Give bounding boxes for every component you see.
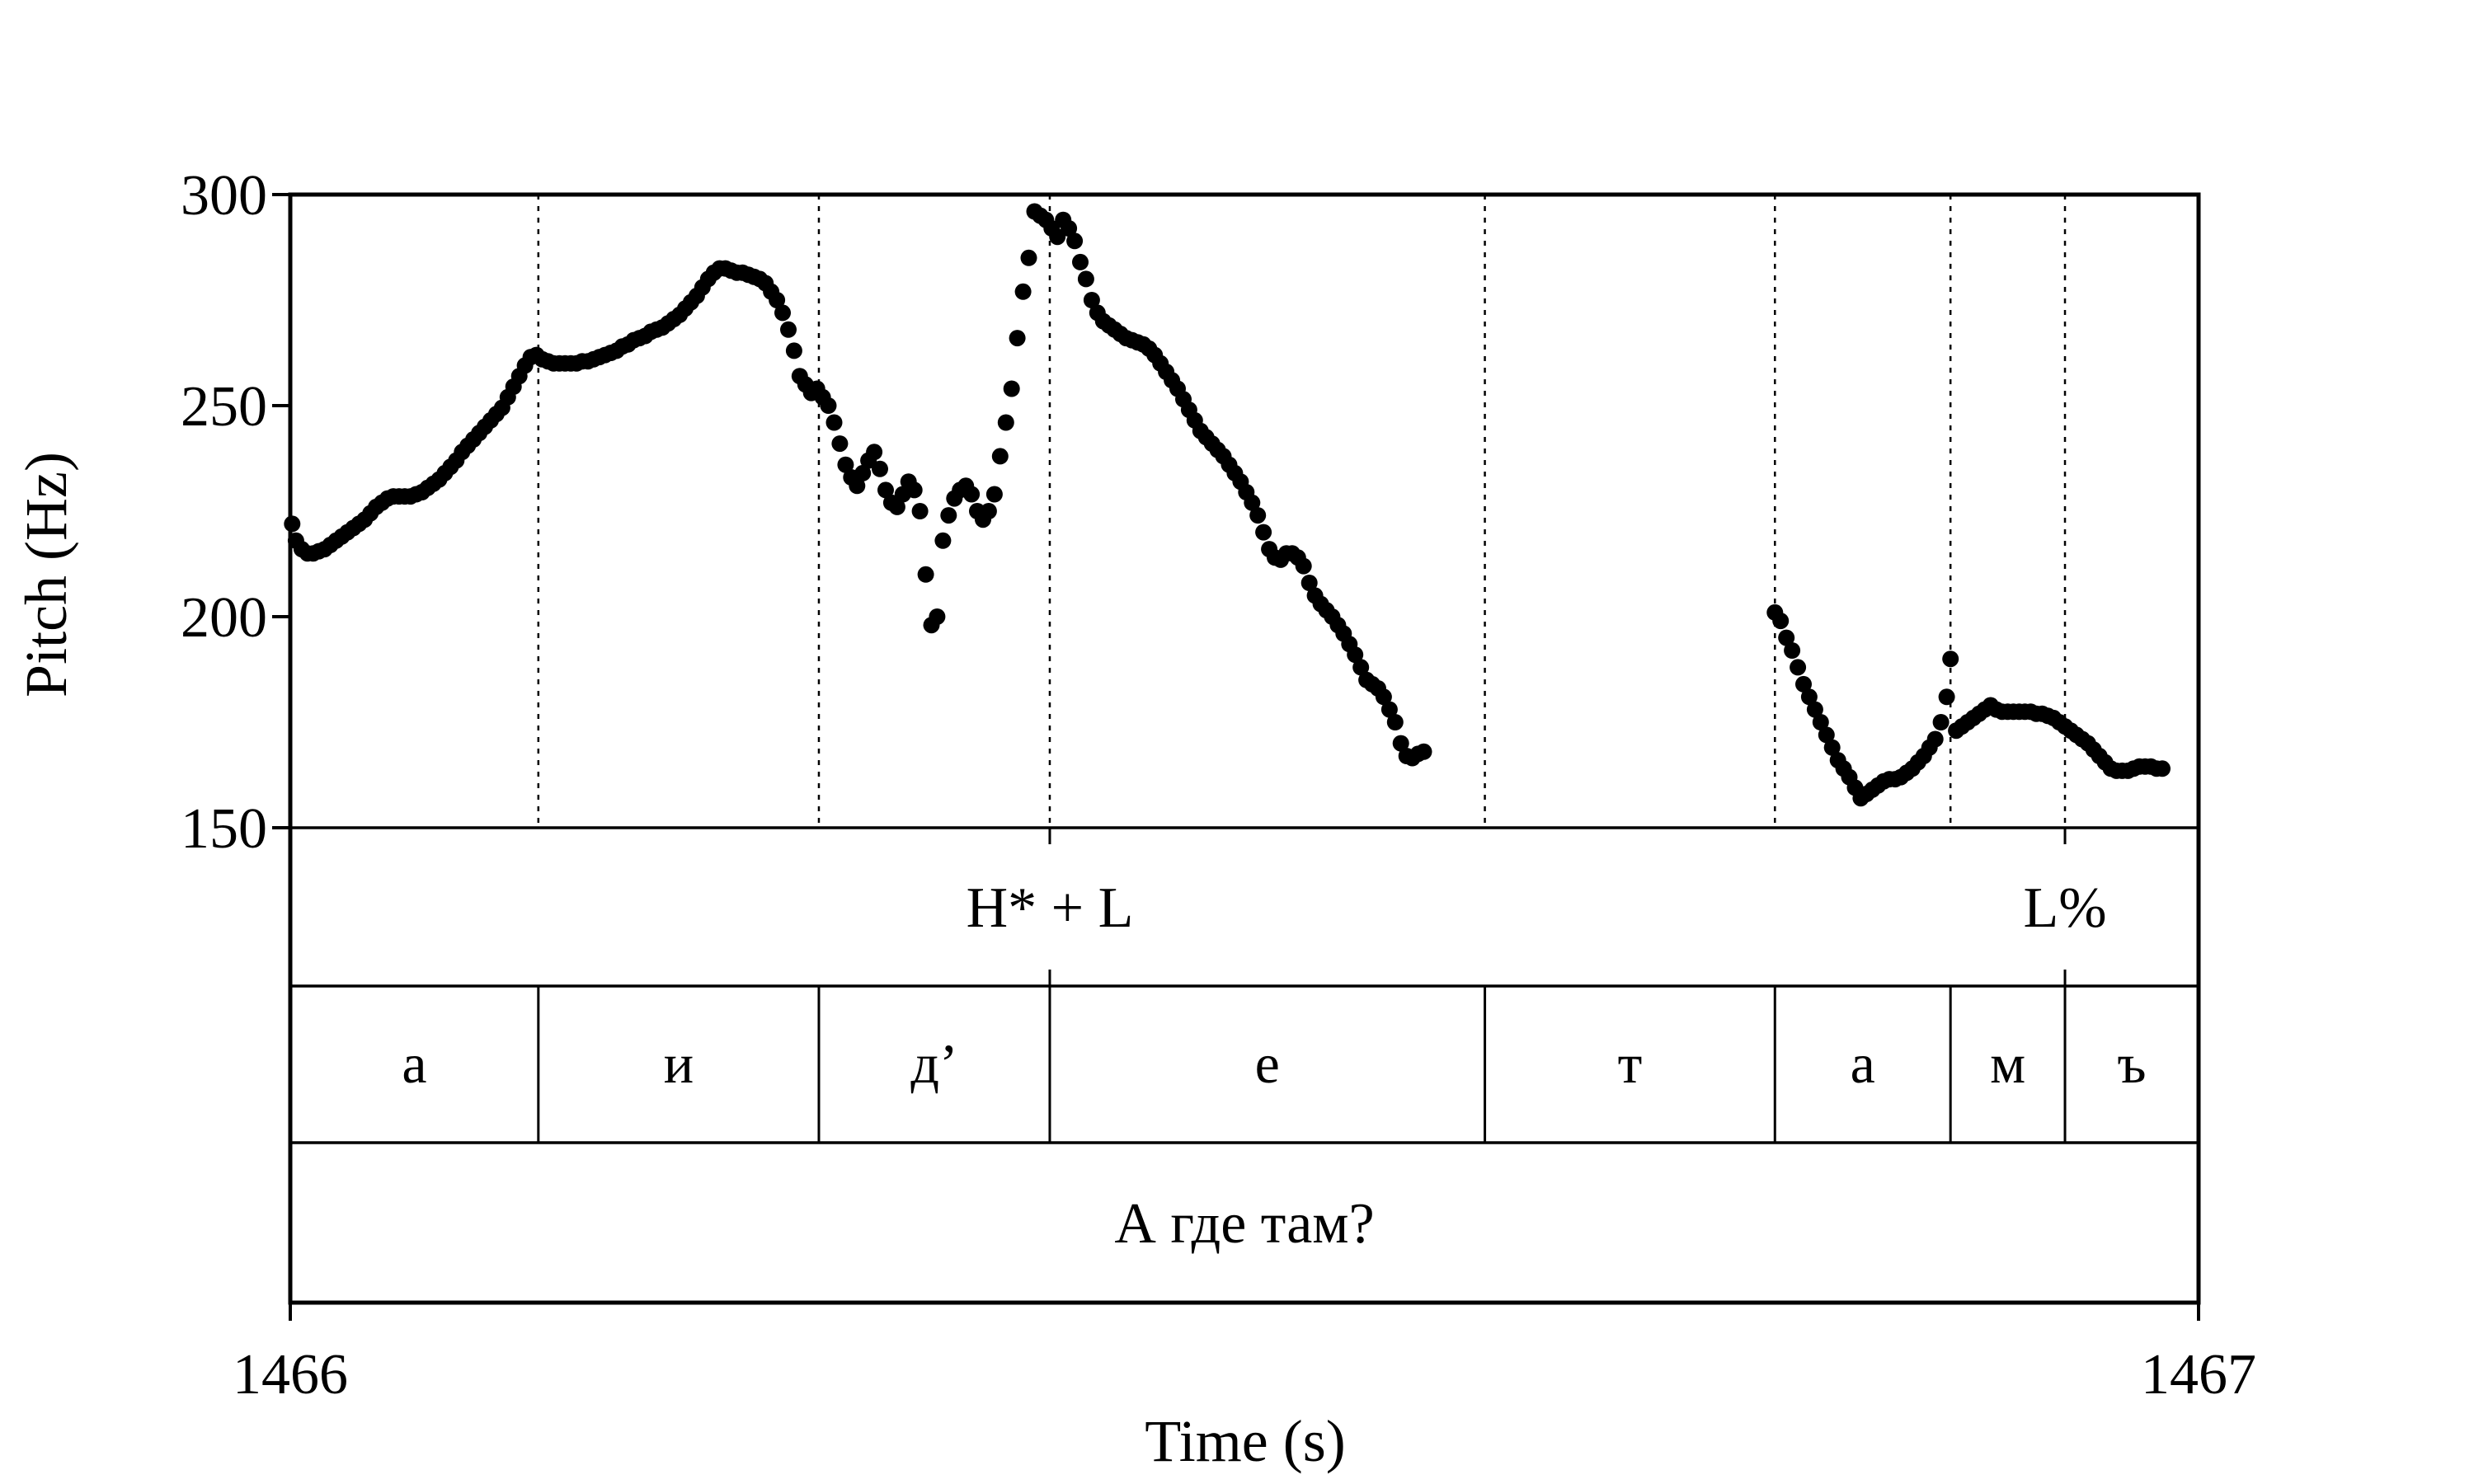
pitch-point-88	[785, 342, 802, 359]
segment-label-3: е	[1255, 1032, 1280, 1095]
pitch-point-168	[1244, 494, 1261, 511]
y-axis-title: Pitch (Hz)	[13, 452, 79, 697]
pitch-point-100	[854, 464, 872, 481]
pitch-point-228	[1932, 714, 1950, 730]
segment-label-2: д’	[910, 1032, 957, 1095]
pitch-point-97	[837, 456, 854, 473]
pitch-point-119	[963, 486, 981, 503]
chart-frame	[288, 192, 2201, 1305]
pitch-point-110	[911, 503, 929, 519]
pitch-point-205	[1800, 688, 1818, 706]
pitch-point-177	[1295, 557, 1312, 575]
pitch-point-128	[1014, 283, 1032, 300]
pitch-point-125	[997, 414, 1014, 431]
pitch-point-230	[1942, 650, 1959, 668]
pitch-point-207	[1812, 714, 1829, 730]
pitch-point-267	[2154, 760, 2171, 777]
pitch-point-99	[849, 477, 866, 495]
pitch-point-122	[980, 503, 997, 519]
pitch-point-140	[1083, 292, 1100, 308]
pitch-point-186	[1347, 646, 1364, 664]
y-tick-label-3: 150	[181, 797, 267, 861]
pitch-point-193	[1386, 714, 1404, 730]
pitch-point-95	[825, 414, 843, 431]
pitch-point-187	[1352, 659, 1370, 676]
pitch-point-94	[820, 397, 837, 414]
segment-label-6: м	[1990, 1032, 2025, 1095]
plot-border	[288, 192, 2201, 1305]
pitch-point-115	[940, 507, 957, 524]
pitch-point-137	[1066, 232, 1084, 250]
pitch-point-113	[929, 608, 946, 625]
pitch-point-192	[1380, 701, 1398, 718]
y-axis-ticks: 300 250 200 150	[181, 164, 290, 861]
pitch-point-109	[905, 481, 923, 499]
pitch-point-87	[780, 321, 797, 338]
pitch-point-200	[1772, 613, 1790, 630]
pitch-point-202	[1784, 642, 1801, 659]
segment-label-5: а	[1851, 1032, 1875, 1095]
pitch-point-127	[1009, 330, 1026, 347]
sentence-label: А где там?	[1114, 1192, 1374, 1256]
pitch-point-198	[1415, 743, 1432, 760]
pitch-point-209	[1823, 739, 1841, 756]
pitch-point-170	[1255, 524, 1272, 541]
segment-label-0: а	[402, 1032, 426, 1095]
pitch-points	[284, 203, 2171, 807]
pitch-point-138	[1072, 253, 1089, 270]
pitch-point-203	[1790, 659, 1807, 676]
pitch-point-178	[1300, 575, 1318, 591]
annotation-tiers: H* + L L% а и д’ е т а м ъ А где там?	[402, 828, 2147, 1256]
pitch-point-204	[1795, 675, 1812, 693]
pitch-point-114	[934, 532, 952, 549]
pitch-point-191	[1375, 688, 1392, 706]
pitch-point-227	[1926, 730, 1944, 748]
pitch-point-194	[1392, 735, 1409, 752]
pitch-point-229	[1938, 688, 1955, 706]
segment-label-4: т	[1618, 1032, 1643, 1095]
pitch-point-102	[866, 444, 883, 461]
boundary-lines	[537, 195, 2067, 1143]
y-tick-label-0: 300	[181, 164, 267, 228]
segment-label-1: и	[664, 1032, 694, 1095]
x-axis-title: Time (s)	[1145, 1408, 1345, 1474]
pitch-point-126	[1003, 380, 1020, 397]
x-axis-ticks: 1466 1467	[233, 1303, 2256, 1407]
pitch-point-123	[985, 486, 1003, 503]
pitch-point-96	[831, 435, 849, 453]
segment-label-7: ъ	[2117, 1032, 2146, 1095]
pitch-point-111	[917, 566, 934, 583]
pitch-point-136	[1061, 220, 1078, 237]
pitch-point-103	[872, 460, 888, 477]
pitch-point-201	[1778, 629, 1795, 646]
pitch-point-139	[1077, 270, 1094, 288]
pitch-point-169	[1249, 507, 1267, 524]
pitch-point-124	[991, 448, 1009, 465]
pitch-point-129	[1020, 249, 1037, 266]
y-tick-label-2: 200	[181, 586, 267, 650]
pitch-point-85	[769, 292, 786, 308]
pitch-point-206	[1806, 701, 1823, 718]
pitch-point-106	[888, 498, 905, 515]
tone-label-1: L%	[2023, 876, 2106, 940]
tone-label-0: H* + L	[967, 876, 1134, 940]
pitch-point-86	[774, 304, 791, 322]
y-tick-label-1: 250	[181, 375, 267, 439]
pitch-point-104	[877, 481, 894, 499]
x-tick-label-1: 1467	[2141, 1343, 2256, 1407]
pitch-point-134	[1049, 228, 1066, 246]
x-tick-label-0: 1466	[233, 1343, 348, 1407]
pitch-point-208	[1818, 726, 1835, 744]
